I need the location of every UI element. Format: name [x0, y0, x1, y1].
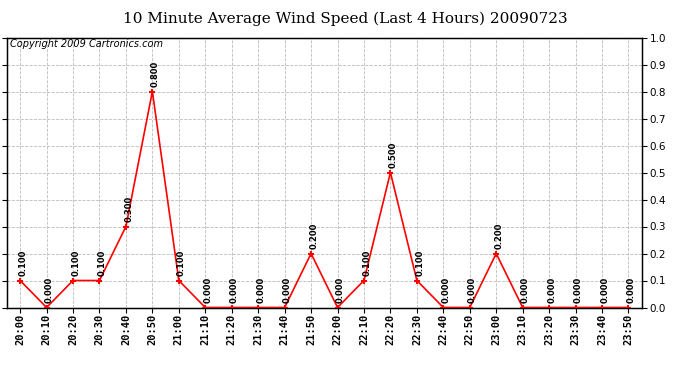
Text: 0.000: 0.000: [283, 277, 292, 303]
Text: 0.100: 0.100: [19, 250, 28, 276]
Text: 0.000: 0.000: [468, 277, 477, 303]
Text: 0.000: 0.000: [600, 277, 609, 303]
Text: 0.100: 0.100: [362, 250, 371, 276]
Text: 0.000: 0.000: [336, 277, 345, 303]
Text: 0.500: 0.500: [388, 142, 397, 168]
Text: Copyright 2009 Cartronics.com: Copyright 2009 Cartronics.com: [10, 39, 163, 49]
Text: 0.100: 0.100: [71, 250, 80, 276]
Text: 0.000: 0.000: [627, 277, 635, 303]
Text: 0.200: 0.200: [495, 223, 504, 249]
Text: 0.100: 0.100: [177, 250, 186, 276]
Text: 0.000: 0.000: [442, 277, 451, 303]
Text: 0.800: 0.800: [150, 61, 159, 87]
Text: 0.000: 0.000: [521, 277, 530, 303]
Text: 0.000: 0.000: [574, 277, 583, 303]
Text: 0.000: 0.000: [547, 277, 556, 303]
Text: 0.000: 0.000: [204, 277, 213, 303]
Text: 10 Minute Average Wind Speed (Last 4 Hours) 20090723: 10 Minute Average Wind Speed (Last 4 Hou…: [123, 11, 567, 26]
Text: 0.000: 0.000: [230, 277, 239, 303]
Text: 0.000: 0.000: [45, 277, 54, 303]
Text: 0.100: 0.100: [98, 250, 107, 276]
Text: 0.100: 0.100: [415, 250, 424, 276]
Text: 0.300: 0.300: [124, 196, 133, 222]
Text: 0.200: 0.200: [309, 223, 318, 249]
Text: 0.000: 0.000: [257, 277, 266, 303]
